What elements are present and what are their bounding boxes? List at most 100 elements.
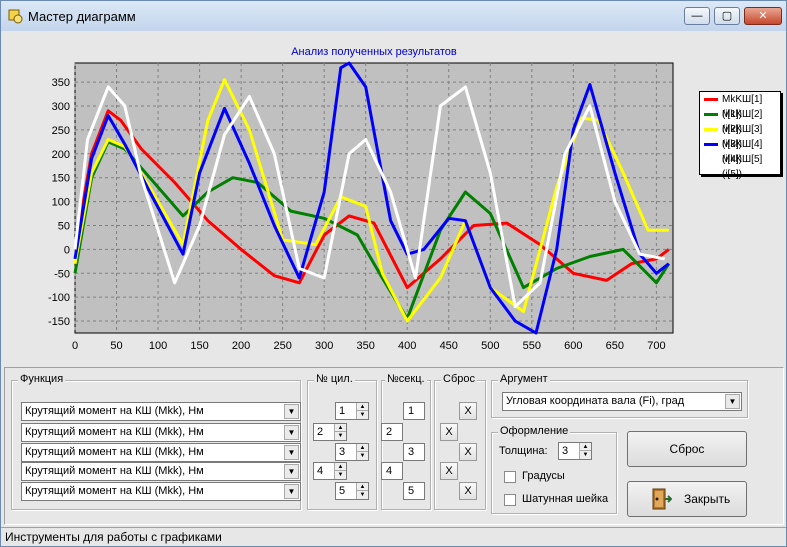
legend-label: MkKШ[2](i[2]) [722,109,763,135]
reset-group: Сброс [434,373,486,510]
function-select[interactable]: Крутящий момент на КШ (Mkk), Нм ▼ [21,443,301,462]
section-input[interactable]: 5 [403,482,425,500]
spin-up-icon[interactable]: ▲ [580,443,591,451]
function-select[interactable]: Крутящий момент на КШ (Mkk), Нм ▼ [21,482,301,501]
x-tick-label: 700 [647,340,665,352]
reset-button[interactable]: Сброс [627,431,747,467]
argument-select-value: Угловая координата вала (Fi), град [506,395,685,407]
controls-panel: Функция № цил. №секц. Сброс Крутящий мом… [4,367,784,525]
cylinder-group-label: № цил. [314,373,355,385]
cylinder-value: 3 [339,446,346,458]
section-value: 5 [408,485,415,497]
line-chart: Анализ полученных результатов 0 50 100 150 20… [48,46,674,352]
section-input[interactable]: 2 [381,423,403,441]
x-tick-label: 50 [110,340,122,352]
legend-swatch [704,128,718,131]
legend-swatch [704,113,718,116]
y-tick-label: 300 [52,101,70,113]
chevron-down-icon: ▼ [284,484,299,499]
reset-row-button[interactable]: X [459,402,477,420]
degrees-checkbox[interactable] [504,471,516,483]
x-tick-label: 200 [232,340,250,352]
series-line-5 [73,85,665,309]
spin-up-icon[interactable]: ▲ [357,444,368,452]
section-value: 1 [408,405,415,417]
x-tick-label: 450 [440,340,458,352]
argument-select[interactable]: Угловая координата вала (Fi), град ▼ [502,392,742,411]
y-tick-label: 150 [52,173,70,185]
spin-down-icon[interactable]: ▼ [359,412,366,418]
x-tick-label: 250 [273,340,291,352]
argument-group: Аргумент [491,373,748,418]
section-value: 4 [386,465,393,477]
cylinder-stepper[interactable]: 4 ▲ ▼ [313,462,347,480]
cylinder-stepper[interactable]: 1 ▲ ▼ [335,402,369,420]
cylinder-stepper[interactable]: 3 ▲ ▼ [335,443,369,461]
y-tick-label: 0 [64,244,70,256]
door-exit-icon [652,488,672,510]
spin-down-icon[interactable]: ▼ [359,453,366,459]
function-select[interactable]: Крутящий момент на КШ (Mkk), Нм ▼ [21,423,301,442]
legend-label: MkKШ[1](i[1]) [722,94,763,120]
function-select[interactable]: Крутящий момент на КШ (Mkk), Нм ▼ [21,402,301,421]
x-tick-label: 0 [72,340,78,352]
spin-up-icon[interactable]: ▲ [357,403,368,411]
legend-swatch [704,143,718,146]
section-input[interactable]: 1 [403,402,425,420]
x-tick-label: 400 [398,340,416,352]
x-tick-label: 550 [523,340,541,352]
journal-label: Шатунная шейка [522,493,609,505]
legend-label: MkKШ[3](i[3]) [722,124,763,150]
argument-group-label: Аргумент [498,373,550,385]
thickness-stepper[interactable]: 3 ▲ ▼ [558,442,592,460]
legend-label: MkKШ[4](i[4]) [722,139,763,165]
section-input[interactable]: 4 [381,462,403,480]
maximize-button[interactable]: ▢ [714,7,740,25]
journal-checkbox[interactable] [504,494,516,506]
cylinder-stepper-buttons: ▲ ▼ [334,463,346,479]
x-tick-label: 600 [564,340,582,352]
function-select[interactable]: Крутящий момент на КШ (Mkk), Нм ▼ [21,462,301,481]
thickness-stepper-buttons: ▲ ▼ [579,443,591,459]
minimize-button[interactable]: — [684,7,710,25]
y-tick-label: -150 [48,316,70,328]
cylinder-stepper[interactable]: 2 ▲ ▼ [313,423,347,441]
spin-up-icon[interactable]: ▲ [335,424,346,432]
spin-down-icon[interactable]: ▼ [359,492,366,498]
app-icon [8,9,23,24]
legend-swatch [704,158,718,161]
x-tick-label: 650 [606,340,624,352]
cylinder-stepper-buttons: ▲ ▼ [334,424,346,440]
series-line-4 [73,61,670,335]
reset-row-button[interactable]: X [440,462,458,480]
spin-up-icon[interactable]: ▲ [357,483,368,491]
series-line-1 [73,109,670,290]
spin-down-icon[interactable]: ▼ [582,452,589,458]
chevron-down-icon: ▼ [284,445,299,460]
minimize-icon: — [691,10,703,22]
function-select-value: Крутящий момент на КШ (Mkk), Нм [25,405,204,417]
status-text: Инструменты для работы с графиками [5,530,222,544]
cylinder-stepper-buttons: ▲ ▼ [356,444,368,460]
function-group-label: Функция [18,373,66,385]
chevron-down-icon: ▼ [725,394,740,409]
x-tick-label: 350 [357,340,375,352]
spin-down-icon[interactable]: ▼ [337,472,344,478]
close-icon: X [464,446,472,458]
close-window-button[interactable]: ✕ [744,7,782,25]
close-button[interactable]: Закрыть [627,481,747,517]
y-tick-label: -50 [54,268,70,280]
spin-down-icon[interactable]: ▼ [337,433,344,439]
legend-item: MkKШ[3](i[3]) [700,122,780,150]
reset-row-button[interactable]: X [459,443,477,461]
x-tick-label: 500 [481,340,499,352]
reset-row-button[interactable]: X [459,482,477,500]
thickness-value: 3 [562,445,569,457]
reset-row-button[interactable]: X [440,423,458,441]
close-icon: X [445,426,453,438]
legend-item: MkKШ[1](i[1]) [700,92,780,120]
cylinder-stepper[interactable]: 5 ▲ ▼ [335,482,369,500]
section-input[interactable]: 3 [403,443,425,461]
spin-up-icon[interactable]: ▲ [335,463,346,471]
